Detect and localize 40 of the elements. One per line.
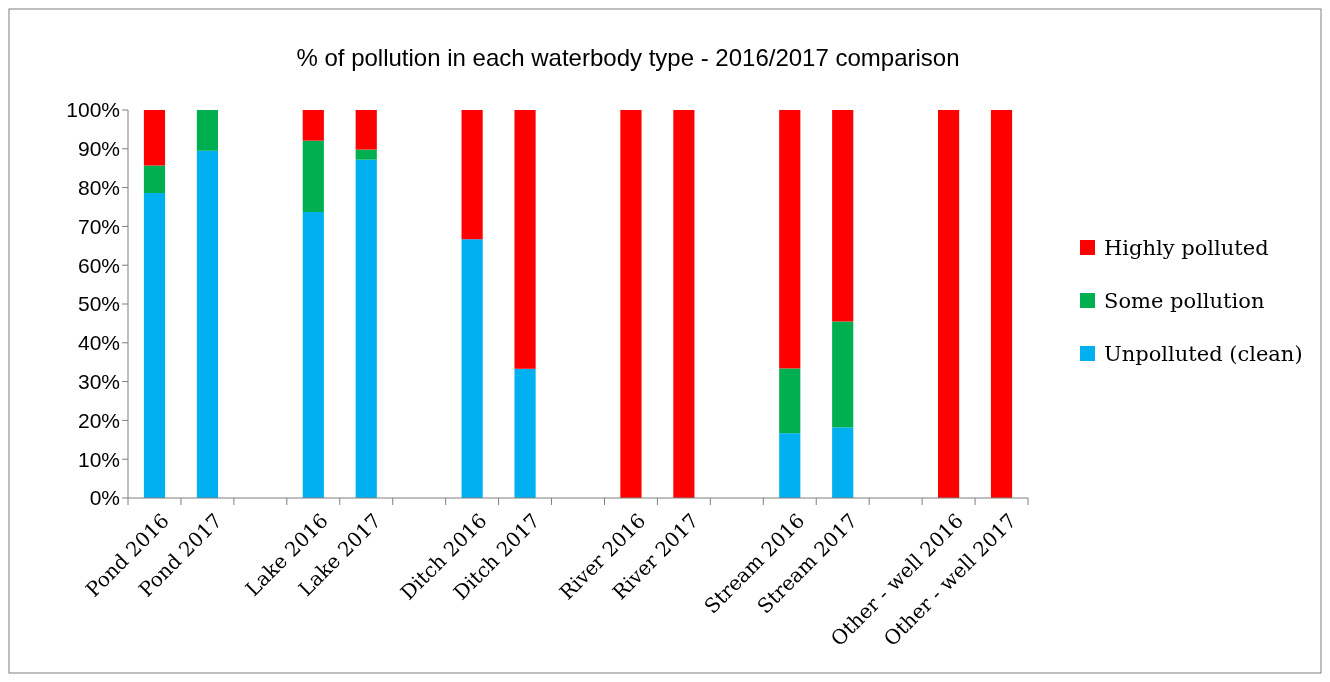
bar bbox=[461, 239, 483, 498]
bar bbox=[990, 110, 1013, 498]
y-tick-label: 20% bbox=[77, 408, 120, 432]
bar bbox=[196, 110, 218, 151]
bar bbox=[143, 165, 166, 194]
bar bbox=[355, 159, 377, 498]
bar bbox=[514, 110, 536, 369]
bar bbox=[302, 110, 324, 141]
y-tick-label: 10% bbox=[77, 447, 120, 471]
bar bbox=[355, 149, 377, 160]
legend-label: Some pollution bbox=[1104, 289, 1265, 314]
y-tick-label: 60% bbox=[77, 253, 120, 277]
y-tick-label: 30% bbox=[77, 369, 120, 393]
y-tick-label: 100% bbox=[66, 98, 120, 122]
bar bbox=[779, 368, 801, 434]
bar bbox=[302, 140, 324, 213]
y-tick-label: 0% bbox=[89, 486, 120, 510]
y-tick-label: 90% bbox=[77, 137, 120, 161]
bar bbox=[196, 150, 218, 498]
bar bbox=[938, 110, 960, 498]
legend-label: Unpolluted (clean) bbox=[1104, 342, 1303, 367]
bar bbox=[832, 110, 854, 322]
bar bbox=[832, 427, 854, 498]
bar bbox=[832, 321, 854, 428]
y-tick-label: 40% bbox=[77, 331, 120, 355]
y-tick-label: 80% bbox=[77, 175, 120, 199]
bar bbox=[779, 433, 801, 498]
legend-label: Highly polluted bbox=[1104, 236, 1269, 261]
y-tick-label: 70% bbox=[77, 214, 120, 238]
bar bbox=[461, 110, 483, 240]
bar bbox=[355, 110, 377, 150]
y-tick-label: 50% bbox=[77, 292, 120, 316]
bar bbox=[620, 110, 642, 498]
bar bbox=[143, 193, 166, 498]
bar bbox=[302, 212, 324, 498]
bar bbox=[143, 110, 166, 166]
chart-title: % of pollution in each waterbody type - 2016/2017 comparison bbox=[296, 44, 960, 71]
bar bbox=[514, 368, 536, 498]
bar bbox=[779, 110, 801, 369]
bar bbox=[673, 110, 695, 498]
